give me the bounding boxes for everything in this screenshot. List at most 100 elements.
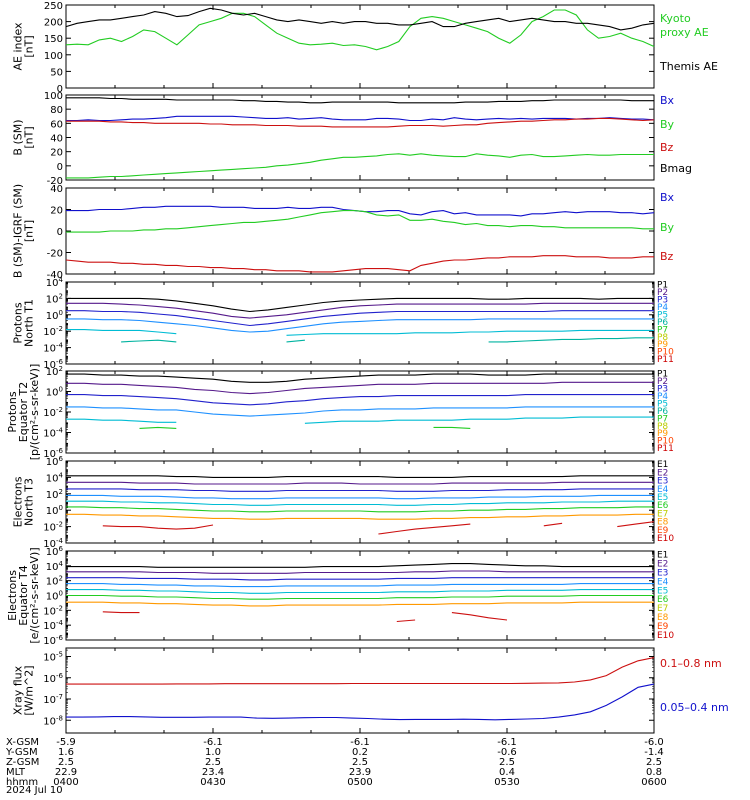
legend-entry: E9 — [657, 526, 669, 536]
y-axis-label: Protons — [6, 391, 19, 432]
y-tick-label: 10-5 — [43, 651, 63, 664]
y-tick-label: 104 — [46, 471, 64, 484]
footer-date: 2024 Jul 10 — [6, 785, 63, 796]
legend-entry: P10 — [657, 437, 674, 447]
series-line-e4 — [66, 494, 654, 500]
legend-entry: E8 — [657, 518, 669, 528]
footer-value: -6.1 — [497, 737, 517, 748]
panel-frame-7 — [65, 550, 655, 641]
y-tick-label: 102 — [46, 488, 63, 501]
panel-frame-5 — [65, 370, 655, 454]
footer-value: -6.1 — [350, 737, 370, 748]
series-line-e1 — [66, 563, 654, 568]
footer-value: 2.5 — [58, 757, 74, 768]
footer-value: 2.5 — [352, 757, 368, 768]
legend-entry: E4 — [657, 485, 669, 495]
y-tick-label: 10-2 — [43, 406, 63, 419]
y-axis-label: North T3 — [23, 478, 36, 526]
series-line-kyoto-proxy-ae — [65, 9, 655, 51]
y-axis-label: AE index — [12, 22, 25, 71]
legend-entry: P5 — [657, 310, 668, 320]
y-axis-label: North T1 — [23, 299, 36, 347]
y-axis-label: [e/(cm²-s-sr-keV)] — [28, 547, 41, 643]
y-tick-label: -40 — [47, 270, 63, 281]
y-tick-label: 40 — [50, 134, 63, 145]
footer-value: 23.4 — [202, 767, 224, 778]
footer-value: 0.2 — [352, 747, 368, 758]
series-line-p3 — [66, 310, 654, 327]
legend-entry: P4 — [657, 392, 668, 402]
panel-frame-2 — [65, 94, 655, 181]
series-line-e5 — [66, 500, 654, 506]
legend-entry: E5 — [657, 493, 668, 503]
y-tick-label: 100 — [46, 504, 63, 517]
legend-entry: E6 — [657, 595, 669, 605]
y-tick-label: 100 — [44, 51, 63, 62]
legend-entry: E2 — [657, 468, 668, 478]
footer-value: 0530 — [494, 777, 519, 788]
series-line-bz — [65, 255, 654, 273]
series-line-by — [66, 153, 654, 179]
footer-value: 2.5 — [646, 757, 662, 768]
footer-value: 2.5 — [205, 757, 221, 768]
series-line-p1 — [66, 373, 654, 383]
series-line-e3 — [66, 577, 654, 581]
y-tick-label: 100 — [46, 590, 63, 603]
y-tick-label: 106 — [46, 545, 64, 558]
legend-entry: P11 — [657, 355, 674, 365]
legend-entry: E1 — [657, 460, 668, 470]
legend-entry: E5 — [657, 586, 668, 596]
footer-value: -6.1 — [203, 737, 223, 748]
y-tick-label: 250 — [44, 1, 63, 12]
legend-bz: Bz — [660, 250, 674, 263]
series-line-p3 — [66, 394, 654, 406]
legend-entry: P4 — [657, 303, 668, 313]
legend-entry: P10 — [657, 348, 674, 358]
y-axis-label: [W/m^2] — [23, 665, 36, 715]
y-tick-label: 200 — [44, 18, 63, 29]
legend-entry: P8 — [657, 422, 668, 432]
series-line-e5 — [66, 589, 654, 594]
legend-entry: E4 — [657, 577, 669, 587]
y-tick-label: 100 — [46, 386, 63, 399]
y-axis-label: B (SM)-IGRF (SM) — [12, 184, 25, 278]
series-line-bz — [66, 117, 655, 128]
series-line-e6 — [66, 506, 654, 513]
footer-value: 1.0 — [205, 747, 221, 758]
legend-entry: E10 — [657, 631, 674, 641]
y-tick-label: 20 — [50, 148, 63, 159]
legend-entry: P2 — [657, 377, 668, 387]
y-tick-label: 102 — [46, 292, 63, 305]
panel-frame-3 — [65, 187, 655, 275]
y-tick-label: 100 — [44, 91, 63, 102]
y-tick-label: -20 — [47, 176, 63, 187]
y-axis-label: [nT] — [23, 126, 36, 148]
legend-entry: P3 — [657, 296, 668, 306]
legend-entry: E10 — [657, 534, 674, 544]
y-axis-label: Protons — [12, 302, 25, 343]
legend-kyoto-proxy-ae: proxy AE — [660, 26, 709, 39]
y-tick-label: 150 — [44, 34, 63, 45]
legend-entry: E9 — [657, 622, 669, 632]
y-tick-label: 80 — [50, 105, 63, 116]
y-tick-label: 102 — [46, 575, 63, 588]
y-tick-label: 50 — [50, 67, 63, 78]
legend-entry: E7 — [657, 604, 668, 614]
series-line-bmag — [66, 97, 654, 104]
series-line-e1 — [66, 475, 654, 478]
legend-entry: P8 — [657, 333, 668, 343]
y-axis-label: Equator T2 — [17, 382, 30, 442]
y-tick-label: 40 — [50, 184, 63, 195]
series-line-0-1-0-8-nm — [66, 657, 655, 685]
footer-row-label: Y-GSM — [5, 747, 38, 758]
series-line-e8 — [102, 611, 508, 623]
y-tick-label: 10-6 — [43, 447, 63, 460]
series-line-p4 — [66, 406, 654, 417]
panel-frame-4 — [65, 281, 655, 365]
legend-entry: P7 — [657, 325, 668, 335]
panel-frame-8 — [65, 647, 655, 734]
y-axis-label: Electrons — [12, 476, 25, 527]
legend-entry: P3 — [657, 385, 668, 395]
series-line-themis-ae — [65, 7, 655, 31]
legend-by: By — [660, 118, 675, 131]
